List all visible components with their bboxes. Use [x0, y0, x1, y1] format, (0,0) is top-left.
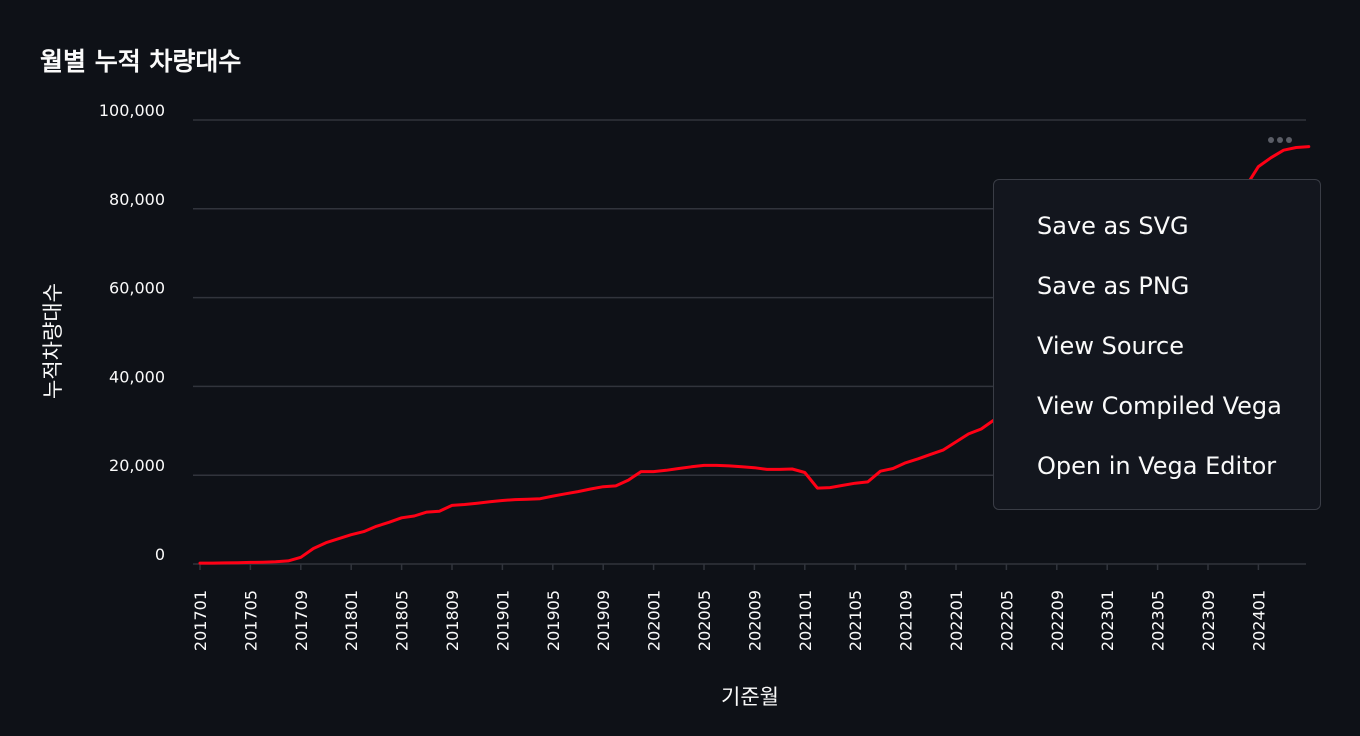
x-tick-label: 201705 [241, 590, 260, 651]
menu-item-view-compiled-vega[interactable]: View Compiled Vega [1037, 392, 1282, 420]
x-tick-label: 201709 [292, 590, 311, 651]
x-tick-label: 202101 [796, 590, 815, 651]
x-tick-label: 202005 [695, 590, 714, 651]
menu-item-save-svg[interactable]: Save as SVG [1037, 212, 1189, 240]
x-tick-label: 201901 [493, 590, 512, 651]
chart-title: 월별 누적 차량대수 [40, 47, 242, 76]
x-tick-label: 202301 [1098, 590, 1117, 651]
y-tick-label: 100,000 [99, 101, 165, 120]
x-tick-label: 201809 [443, 590, 462, 651]
y-axis-ticks: 0 20,000 40,000 60,000 80,000 100,000 [99, 101, 165, 564]
x-tick-label: 201801 [342, 590, 361, 651]
menu-item-view-source[interactable]: View Source [1037, 332, 1185, 360]
chart-actions-menu: Save as SVG Save as PNG View Source View… [993, 179, 1321, 510]
y-tick-label: 80,000 [109, 190, 165, 209]
x-tick-label: 201701 [191, 590, 210, 651]
more-dots-icon [1286, 137, 1292, 143]
x-tick-label: 202001 [645, 590, 664, 651]
x-tick-label: 202205 [997, 590, 1016, 651]
x-tick-label: 202105 [846, 590, 865, 651]
x-tick-label: 202009 [745, 590, 764, 651]
more-dots-icon [1277, 137, 1283, 143]
x-tick-label: 201909 [594, 590, 613, 651]
x-tick-label: 202209 [1048, 590, 1067, 651]
y-tick-label: 0 [155, 545, 165, 564]
x-tick-label: 202401 [1249, 590, 1268, 651]
y-tick-label: 60,000 [109, 279, 165, 298]
x-axis-ticks: 201701 201705 201709 201801 201805 201809 2019… [191, 564, 1268, 651]
menu-item-open-vega-editor[interactable]: Open in Vega Editor [1037, 452, 1277, 480]
x-tick-label: 201805 [393, 590, 412, 651]
y-tick-label: 40,000 [109, 367, 165, 386]
x-axis-title: 기준월 [721, 685, 779, 709]
chart-actions-button[interactable] [1262, 128, 1298, 152]
more-dots-icon [1268, 137, 1274, 143]
y-tick-label: 20,000 [109, 456, 165, 475]
x-tick-label: 202309 [1199, 590, 1218, 651]
x-tick-label: 201905 [544, 590, 563, 651]
menu-item-save-png[interactable]: Save as PNG [1037, 272, 1190, 300]
y-axis-title: 누적차량대수 [41, 283, 65, 399]
x-tick-label: 202109 [897, 590, 916, 651]
x-tick-label: 202305 [1149, 590, 1168, 651]
gridlines [193, 119, 1306, 565]
x-tick-label: 202201 [947, 590, 966, 651]
